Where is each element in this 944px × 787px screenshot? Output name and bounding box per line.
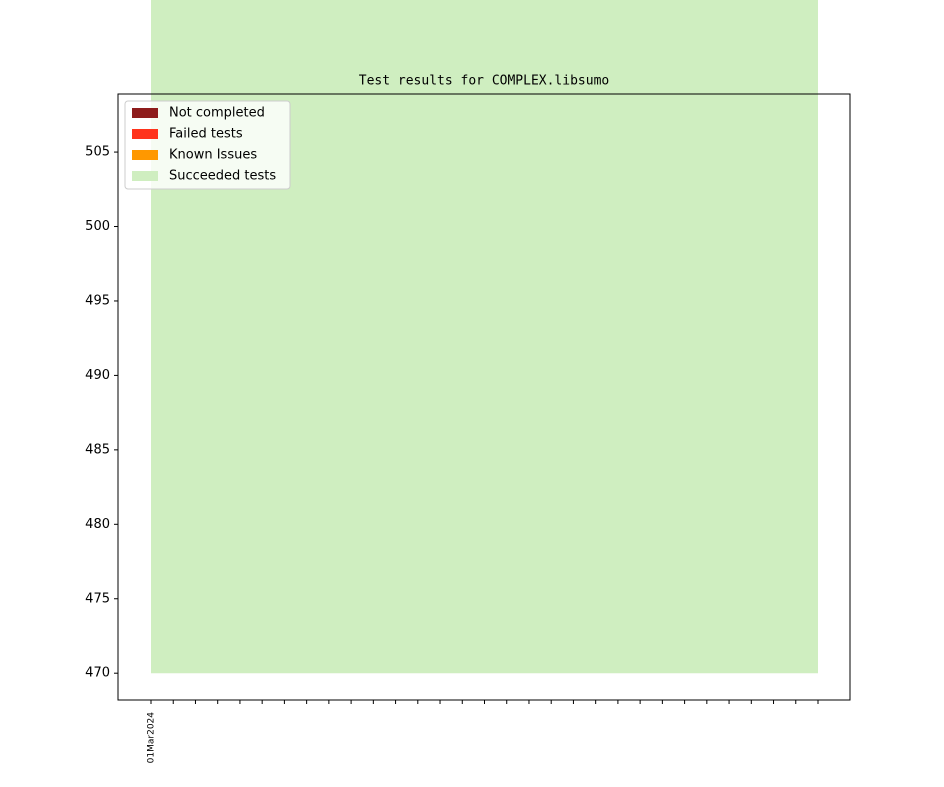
plot-area	[151, 0, 818, 674]
y-tick-label: 490	[85, 368, 110, 383]
legend-swatch	[132, 108, 158, 118]
legend-box	[124, 100, 291, 190]
legend: Not completed Failed tests Known Issues Suc…	[124, 100, 291, 190]
y-tick-label: 505	[85, 145, 110, 160]
legend-label: Not completed	[169, 106, 265, 121]
y-tick-label: 470	[85, 666, 110, 681]
y-tick-label: 475	[85, 591, 110, 606]
legend-swatch	[132, 129, 158, 139]
chart-title: Test results for COMPLEX.libsumo	[359, 74, 609, 89]
legend-label: Known Issues	[169, 148, 257, 163]
y-tick-label: 485	[85, 442, 110, 457]
x-tick-label: 01Mar2024	[147, 712, 157, 764]
legend-label: Succeeded tests	[169, 169, 276, 184]
area	[151, 0, 818, 674]
legend-swatch	[132, 171, 158, 181]
y-tick-label: 495	[85, 293, 110, 308]
legend-swatch	[132, 150, 158, 160]
y-tick-label: 480	[85, 517, 110, 532]
y-tick-label: 500	[85, 219, 110, 234]
legend-label: Failed tests	[169, 127, 243, 142]
